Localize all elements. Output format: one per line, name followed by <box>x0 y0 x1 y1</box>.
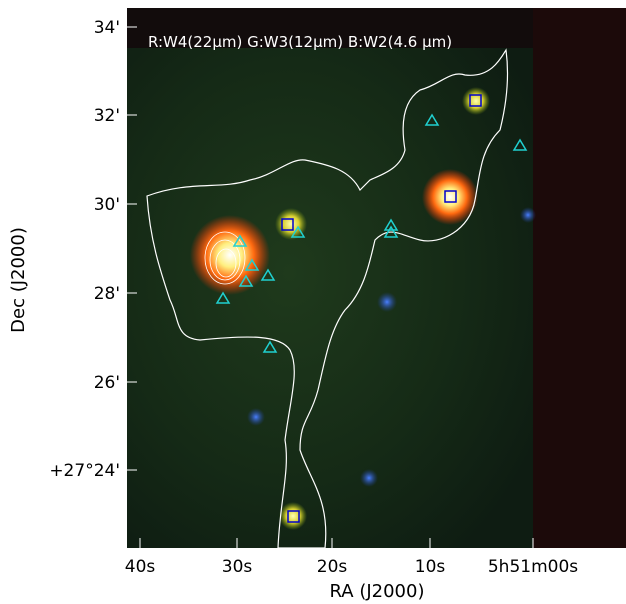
y-tick-label: 30' <box>94 195 120 215</box>
x-tick-label: 20s <box>317 557 348 577</box>
figure: R:W4(22μm) G:W3(12μm) B:W2(4.6 μm) 40s 3… <box>0 0 626 604</box>
x-tick-label: 30s <box>222 557 253 577</box>
x-axis-label: RA (J2000) <box>330 581 425 602</box>
y-tick-label: 26' <box>94 373 120 393</box>
y-tick-label: 32' <box>94 106 120 126</box>
y-axis-label: Dec (J2000) <box>8 227 29 333</box>
x-tick-label: 40s <box>125 557 156 577</box>
y-tick-label: 28' <box>94 284 120 304</box>
y-tick-label: +27°24' <box>49 461 120 481</box>
x-tick-label: 5h51m00s <box>488 557 578 577</box>
sky-image: R:W4(22μm) G:W3(12μm) B:W2(4.6 μm) <box>127 8 626 548</box>
caption: R:W4(22μm) G:W3(12μm) B:W2(4.6 μm) <box>148 33 452 51</box>
x-tick-label: 10s <box>415 557 446 577</box>
y-tick-label: 34' <box>94 18 120 38</box>
